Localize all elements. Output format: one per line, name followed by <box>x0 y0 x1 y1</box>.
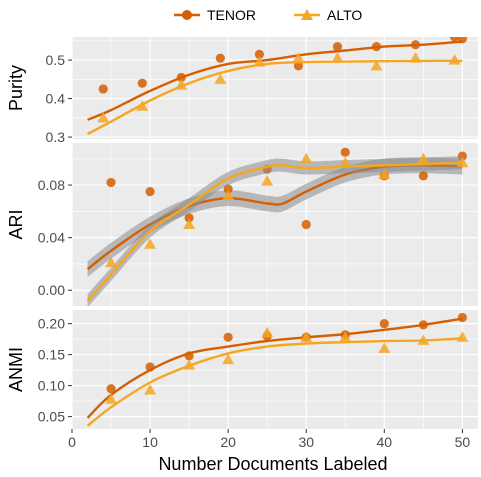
data-point-tenor <box>223 332 233 342</box>
y-axis-title-purity: Purity <box>6 65 26 111</box>
trend-line-alto <box>86 337 463 427</box>
panel-anmi: 0.05 0.10 0.15 0.20 ANMI <box>6 310 478 429</box>
y-tick-label: 0.08 <box>38 177 65 193</box>
data-point-tenor <box>410 40 421 50</box>
data-point-alto <box>183 359 196 370</box>
data-point-alto <box>183 218 196 229</box>
panel-ari: 0.00 0.04 0.08 ARI <box>6 143 478 306</box>
x-tick-label: 50 <box>455 434 471 450</box>
legend-label-alto: ALTO <box>327 7 362 23</box>
data-point-alto <box>105 256 118 268</box>
data-point-tenor <box>293 61 304 71</box>
x-tick-label: 20 <box>220 434 236 450</box>
y-tick-label: 0.05 <box>38 409 65 425</box>
y-axis-title-anmi: ANMI <box>6 347 26 392</box>
data-point-alto <box>136 100 149 111</box>
data-point-alto <box>339 156 352 168</box>
trend-line-tenor <box>86 317 463 419</box>
y-tick-label: 0.15 <box>38 347 65 363</box>
data-point-alto <box>105 393 118 404</box>
x-tick-label: 0 <box>68 434 76 450</box>
trend-line-alto <box>87 59 463 136</box>
data-point-tenor <box>145 187 155 197</box>
data-point-tenor <box>223 184 233 194</box>
legend-item-alto: ALTO <box>294 7 362 23</box>
data-point-alto <box>339 331 352 342</box>
x-axis-title: Number Documents Labeled <box>158 454 387 474</box>
y-axis-title-ari: ARI <box>6 209 26 239</box>
data-point-tenor <box>379 319 389 329</box>
panel-background <box>72 37 478 139</box>
data-point-alto <box>261 175 274 186</box>
data-point-alto <box>300 331 313 342</box>
data-point-alto <box>456 156 469 168</box>
data-point-alto <box>417 152 430 164</box>
data-point-tenor <box>418 320 428 330</box>
data-point-tenor <box>215 53 225 63</box>
data-point-alto <box>370 59 383 71</box>
data-point-alto <box>378 168 391 180</box>
y-tick-label: 0.3 <box>46 129 66 145</box>
data-point-alto <box>300 152 313 164</box>
data-point-alto <box>331 52 344 63</box>
data-point-tenor <box>449 37 460 42</box>
data-point-tenor <box>457 37 467 44</box>
data-point-alto <box>409 52 422 63</box>
data-point-tenor <box>98 84 108 94</box>
x-tick-label: 30 <box>298 434 314 450</box>
facet-panels: 0.30.40.5Purity0.000.040.08ARI0.050.100.… <box>6 37 478 429</box>
legend-key-tenor-point <box>182 10 192 20</box>
data-point-tenor <box>371 42 382 52</box>
data-point-alto <box>144 383 157 395</box>
data-point-alto <box>378 342 391 353</box>
data-point-tenor <box>301 219 311 230</box>
data-point-alto <box>214 73 227 84</box>
data-point-alto <box>222 353 235 365</box>
legend-label-tenor: TENOR <box>207 7 256 23</box>
data-point-alto <box>222 189 235 201</box>
series-alto <box>87 52 463 136</box>
data-point-alto <box>417 334 430 345</box>
data-point-alto <box>448 54 461 65</box>
data-point-alto <box>292 52 305 63</box>
legend: TENOR ALTO <box>174 7 362 23</box>
data-point-tenor <box>184 213 194 223</box>
x-tick-label: 10 <box>142 434 158 450</box>
y-tick-label: 0.4 <box>46 91 66 107</box>
panel-background <box>72 310 478 429</box>
y-tick-label: 0.5 <box>46 52 66 68</box>
data-point-alto <box>97 111 110 123</box>
data-point-tenor <box>176 72 186 83</box>
data-point-tenor <box>254 49 264 59</box>
y-tick-label: 0.10 <box>38 378 65 394</box>
data-point-alto <box>144 238 157 249</box>
series-tenor <box>87 37 467 121</box>
data-point-tenor <box>145 362 155 372</box>
data-point-tenor <box>418 171 428 181</box>
data-point-tenor <box>137 78 147 88</box>
data-point-tenor <box>106 384 116 394</box>
y-tick-label: 0.04 <box>38 230 65 246</box>
data-point-tenor <box>457 312 467 323</box>
data-point-alto <box>261 326 274 338</box>
legend-item-tenor: TENOR <box>174 7 256 23</box>
legend-key-alto-point <box>301 9 313 20</box>
y-tick-label: 0.00 <box>38 282 65 298</box>
y-tick-label: 0.20 <box>38 316 65 332</box>
panel-purity: 0.3 0.4 0.5 Purity <box>6 37 478 145</box>
data-point-tenor <box>332 42 343 52</box>
data-point-alto <box>456 331 469 342</box>
x-tick-label: 40 <box>377 434 393 450</box>
data-point-tenor <box>106 177 116 188</box>
data-point-tenor <box>184 351 194 361</box>
data-point-alto <box>253 56 266 67</box>
trend-line-alto <box>86 161 463 302</box>
x-axis: 0 10 20 30 40 50 <box>68 429 470 450</box>
data-point-tenor <box>340 147 350 157</box>
series-alto <box>86 326 469 427</box>
series-alto <box>86 152 469 306</box>
data-point-alto <box>175 79 188 90</box>
trend-line-tenor <box>87 40 463 121</box>
